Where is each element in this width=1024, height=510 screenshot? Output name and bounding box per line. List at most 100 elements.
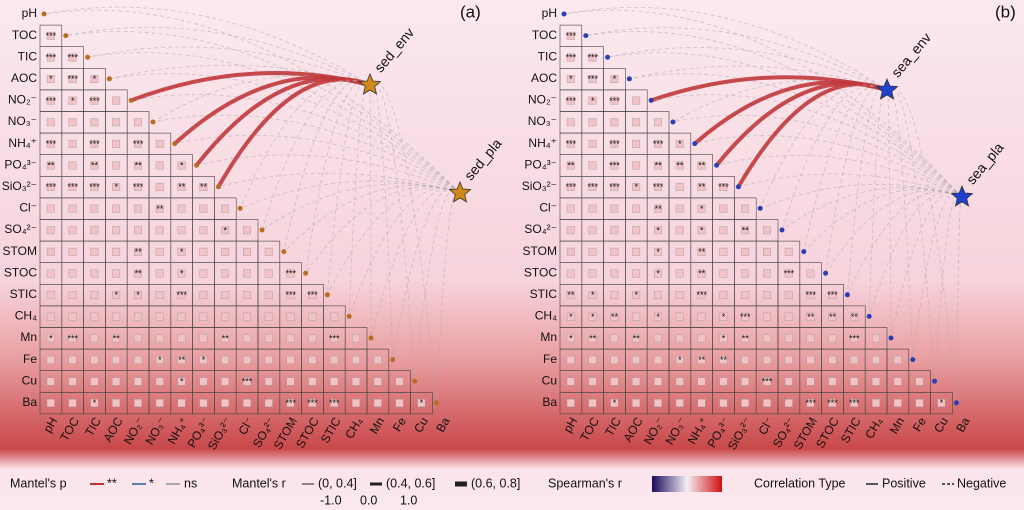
legend-item: (0.4, 0.6] bbox=[386, 476, 435, 490]
significance: * bbox=[180, 269, 184, 279]
cell-square bbox=[308, 355, 317, 364]
cell-square bbox=[719, 269, 728, 278]
significance: *** bbox=[89, 182, 100, 192]
significance: *** bbox=[242, 377, 253, 387]
cell-square bbox=[46, 96, 55, 105]
cell-square bbox=[763, 291, 771, 299]
cell-square bbox=[177, 183, 186, 192]
significance: *** bbox=[67, 182, 78, 192]
cell-square bbox=[242, 247, 251, 256]
cell-square bbox=[112, 118, 121, 127]
legend-item: Negative bbox=[957, 476, 1006, 490]
cell-square bbox=[654, 183, 662, 192]
cell-square bbox=[566, 377, 575, 386]
cell-square bbox=[199, 269, 208, 278]
cell-square bbox=[719, 399, 728, 407]
significance: *** bbox=[307, 398, 318, 408]
row-label: PO₄³⁻ bbox=[524, 157, 557, 171]
link-end bbox=[605, 54, 611, 60]
significance: ** bbox=[91, 161, 99, 171]
cell-square bbox=[872, 377, 880, 386]
significance: * bbox=[700, 204, 704, 214]
row-label: Cu bbox=[542, 373, 557, 387]
mantel-link bbox=[629, 73, 963, 198]
cell-square bbox=[588, 183, 597, 192]
significance: * bbox=[158, 355, 162, 365]
cell-square bbox=[632, 226, 641, 235]
cell-square bbox=[763, 312, 771, 321]
cell-square bbox=[242, 399, 251, 407]
significance: *** bbox=[133, 139, 144, 149]
cell-square bbox=[893, 355, 902, 364]
column-label: Fe bbox=[910, 415, 929, 434]
cell-square bbox=[177, 226, 186, 235]
row-label: TIC bbox=[538, 49, 558, 63]
cell-square bbox=[566, 312, 575, 321]
cell-square bbox=[264, 377, 273, 386]
cell-square bbox=[654, 139, 662, 148]
significance: * bbox=[722, 333, 726, 343]
significance: ** bbox=[698, 355, 706, 365]
cell-square bbox=[610, 312, 619, 321]
cell-square bbox=[915, 399, 924, 407]
legend-item: ** bbox=[107, 476, 117, 490]
row-label: AOC bbox=[531, 71, 557, 85]
cell-square bbox=[199, 204, 208, 213]
cell-square bbox=[697, 247, 706, 256]
significance: * bbox=[569, 74, 573, 84]
cell-square bbox=[177, 312, 186, 321]
cell-square bbox=[566, 334, 575, 343]
cell-square bbox=[46, 53, 55, 62]
cell-square bbox=[264, 312, 273, 321]
link-end bbox=[888, 335, 894, 341]
cell-square bbox=[46, 31, 55, 40]
significance: *** bbox=[307, 290, 318, 300]
cell-square bbox=[221, 377, 230, 386]
cell-square bbox=[286, 334, 295, 343]
cell-square bbox=[177, 269, 186, 278]
cell-square bbox=[68, 183, 77, 192]
legend-title: Mantel's r bbox=[232, 476, 286, 490]
cell-square bbox=[741, 269, 750, 278]
cell-square bbox=[806, 312, 815, 321]
cell-square bbox=[199, 377, 208, 386]
cell-square bbox=[763, 399, 771, 407]
cell-square bbox=[90, 75, 99, 84]
cell-square bbox=[632, 161, 641, 170]
significance: *** bbox=[67, 53, 78, 63]
cell-square bbox=[46, 75, 55, 84]
cell-square bbox=[741, 204, 750, 213]
cell-square bbox=[632, 291, 641, 299]
significance: ** bbox=[655, 161, 663, 171]
cell-square bbox=[68, 334, 77, 343]
cell-square bbox=[264, 355, 273, 364]
legend-item: * bbox=[149, 476, 154, 490]
cell-square bbox=[221, 269, 230, 278]
mantel-link bbox=[868, 191, 963, 317]
cell-square bbox=[177, 399, 186, 407]
cell-square bbox=[675, 269, 684, 278]
cell-square bbox=[719, 247, 728, 256]
cell-square bbox=[90, 118, 99, 127]
significance: *** bbox=[89, 139, 100, 149]
cell-square bbox=[221, 399, 230, 407]
cell-square bbox=[308, 399, 317, 407]
cell-square bbox=[588, 139, 597, 148]
cell-square bbox=[654, 269, 662, 278]
cell-square bbox=[872, 355, 880, 364]
significance: *** bbox=[609, 96, 620, 106]
cell-square bbox=[308, 334, 317, 343]
cell-square bbox=[330, 399, 339, 407]
cell-square bbox=[697, 377, 706, 386]
significance: * bbox=[420, 398, 424, 408]
cell-square bbox=[68, 269, 77, 278]
cell-square bbox=[806, 269, 815, 278]
mantel-link bbox=[283, 80, 371, 252]
row-label: Cl⁻ bbox=[19, 201, 37, 215]
cell-square bbox=[697, 161, 706, 170]
cell-square bbox=[242, 226, 251, 235]
colorbar bbox=[652, 476, 722, 492]
cell-square bbox=[719, 204, 728, 213]
cell-square bbox=[719, 226, 728, 235]
cell-square bbox=[675, 247, 684, 256]
